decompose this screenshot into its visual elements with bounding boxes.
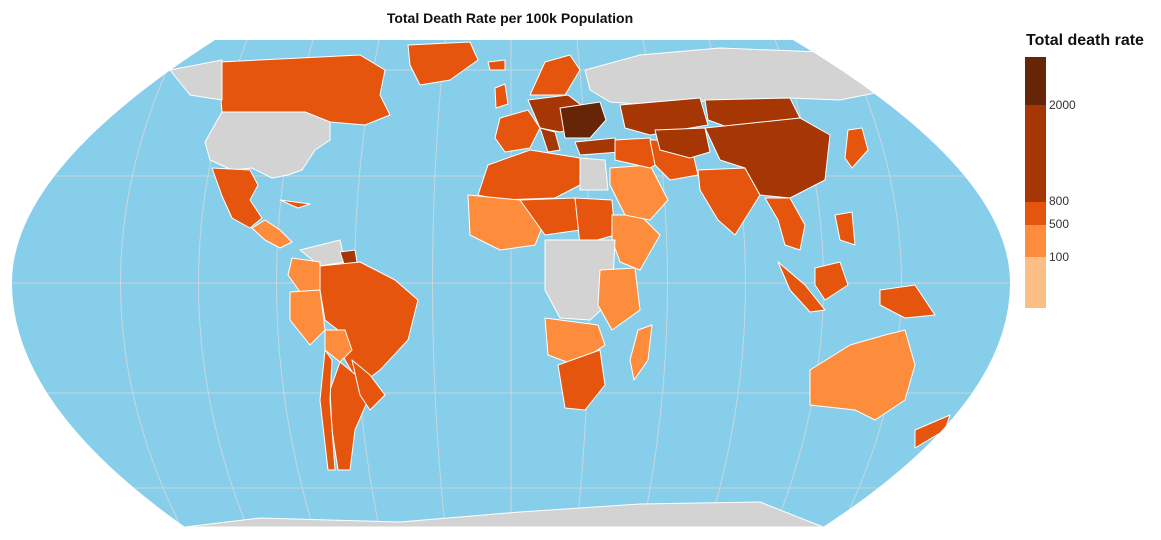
southern-africa bbox=[557, 349, 606, 411]
central-africa bbox=[544, 239, 616, 321]
east-africa bbox=[597, 267, 641, 331]
australia bbox=[809, 329, 916, 421]
peru bbox=[289, 289, 326, 346]
madagascar bbox=[629, 324, 653, 381]
western-europe bbox=[494, 109, 541, 153]
chile bbox=[319, 349, 336, 471]
legend-tick-500: 500 bbox=[1049, 217, 1070, 231]
borneo bbox=[814, 261, 849, 301]
countries bbox=[169, 41, 961, 527]
bolivia bbox=[324, 329, 353, 363]
map-title: Total Death Rate per 100k Population bbox=[386, 10, 634, 26]
legend-segment-800-2000 bbox=[1025, 105, 1046, 202]
egypt bbox=[579, 157, 609, 191]
philippines bbox=[834, 211, 856, 246]
legend-segment-100-500 bbox=[1025, 225, 1046, 257]
uk bbox=[494, 83, 509, 109]
legend-segment-above-2000 bbox=[1025, 57, 1046, 105]
paraguay-uruguay bbox=[351, 359, 386, 411]
iceland bbox=[487, 59, 506, 71]
eastern-europe bbox=[559, 101, 607, 139]
new-guinea bbox=[879, 284, 936, 319]
italy bbox=[539, 127, 561, 153]
central-america bbox=[251, 219, 293, 249]
legend-segment-lowest bbox=[1025, 257, 1046, 308]
legend-tick-800: 800 bbox=[1049, 194, 1070, 208]
cuba bbox=[279, 199, 311, 209]
russia bbox=[584, 47, 961, 106]
mexico bbox=[211, 167, 263, 229]
legend-segment-500-800 bbox=[1025, 202, 1046, 225]
southeast-asia bbox=[764, 197, 806, 251]
legend-tick-2000: 2000 bbox=[1049, 98, 1076, 112]
central-asia bbox=[654, 127, 711, 159]
legend-tick-100: 100 bbox=[1049, 250, 1070, 264]
japan bbox=[844, 127, 869, 169]
usa bbox=[204, 111, 331, 179]
antarctica bbox=[184, 501, 824, 527]
legend-color-bar bbox=[1025, 57, 1046, 308]
scandinavia bbox=[529, 54, 581, 96]
alaska bbox=[169, 59, 223, 101]
legend-title: Total death rate bbox=[1026, 32, 1144, 49]
greenland bbox=[407, 41, 479, 86]
indonesia-west bbox=[777, 261, 826, 313]
